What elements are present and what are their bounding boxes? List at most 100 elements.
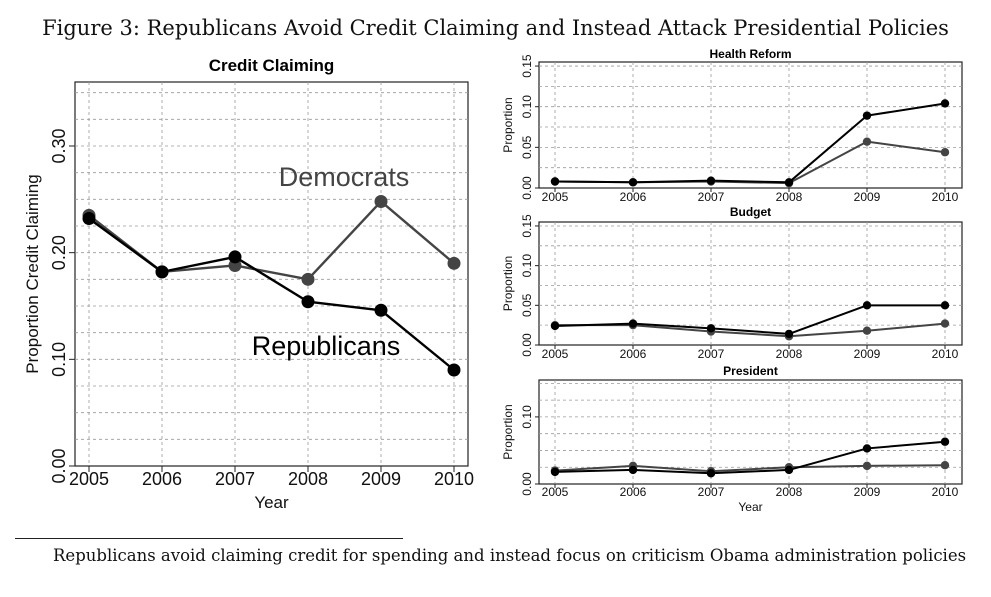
president-series-2-point bbox=[862, 444, 872, 453]
health-reform-xtick-label: 2007 bbox=[698, 190, 725, 204]
credit-claiming-republicans-point bbox=[155, 265, 169, 279]
health-reform-series-2-point bbox=[784, 178, 794, 187]
health-reform-series-2-point bbox=[940, 99, 950, 108]
credit-claiming-ytick-label: 0.10 bbox=[49, 342, 69, 377]
president-xtick-label: 2006 bbox=[620, 485, 647, 499]
president-series-2-point bbox=[550, 467, 560, 477]
president-series-2-point bbox=[784, 465, 794, 475]
president-series-1-point bbox=[940, 461, 950, 470]
budget-series-1-point bbox=[862, 326, 872, 335]
president-xtick-label: 2008 bbox=[776, 485, 803, 499]
health-reform-ytick-label: 0.10 bbox=[520, 95, 534, 119]
credit-claiming-title: Credit Claiming bbox=[209, 56, 335, 75]
credit-claiming-xtick-label: 2005 bbox=[69, 469, 109, 489]
credit-claiming-xtick-label: 2006 bbox=[142, 469, 182, 489]
credit-claiming-xlabel: Year bbox=[254, 493, 289, 512]
footnote-rule bbox=[15, 538, 403, 539]
budget-series-2-point bbox=[862, 301, 872, 310]
credit-claiming-ytick-label: 0.30 bbox=[49, 128, 69, 163]
president-ytick-label: 0.00 bbox=[520, 472, 534, 496]
budget-series-2-point bbox=[628, 319, 638, 328]
health-reform-ytick-label: 0.00 bbox=[520, 176, 534, 200]
health-reform-panel: 0.00 0.05 0.10 0.15 2005 2006 2007 2008 2009 2010… bbox=[501, 47, 963, 204]
credit-claiming-democrats-point bbox=[374, 194, 388, 208]
president-series-2-line bbox=[554, 440, 946, 475]
figure-title: Figure 3: Republicans Avoid Credit Claim… bbox=[42, 16, 949, 40]
health-reform-series-1-point bbox=[940, 148, 950, 157]
budget-series-1-line bbox=[555, 322, 946, 338]
credit-claiming-xtick-label: 2008 bbox=[288, 469, 328, 489]
health-reform-series-2-point bbox=[706, 176, 716, 185]
credit-claiming-series-label: Democrats bbox=[279, 162, 410, 192]
health-reform-ytick-label: 0.05 bbox=[520, 135, 534, 159]
credit-claiming-republicans-point bbox=[301, 295, 315, 309]
credit-claiming-republicans-point bbox=[82, 212, 96, 226]
budget-ylabel: Proportion bbox=[501, 256, 515, 311]
credit-claiming-republicans-line bbox=[88, 217, 455, 371]
president-xtick-label: 2005 bbox=[542, 485, 569, 499]
credit-claiming-republicans-point bbox=[228, 250, 242, 264]
budget-plot-frame bbox=[538, 221, 963, 346]
health-reform-xtick-label: 2009 bbox=[854, 190, 881, 204]
president-xtick-label: 2007 bbox=[698, 485, 725, 499]
president-xtick-label: 2009 bbox=[854, 485, 881, 499]
budget-ytick-label: 0.00 bbox=[520, 333, 534, 357]
health-reform-ytick-label: 0.15 bbox=[520, 54, 534, 78]
credit-claiming-xtick-label: 2009 bbox=[361, 469, 401, 489]
budget-ytick-label: 0.10 bbox=[520, 254, 534, 278]
health-reform-title: Health Reform bbox=[709, 47, 791, 61]
budget-title: Budget bbox=[730, 205, 771, 219]
health-reform-ylabel: Proportion bbox=[501, 97, 515, 152]
president-ytick-label: 0.10 bbox=[520, 405, 534, 429]
budget-ytick-label: 0.15 bbox=[520, 214, 534, 238]
credit-claiming-series-label: Republicans bbox=[252, 331, 401, 361]
president-series-2-point bbox=[628, 465, 638, 475]
health-reform-series-2-point bbox=[628, 178, 638, 187]
credit-claiming-republicans-point bbox=[374, 303, 388, 317]
budget-series-2-point bbox=[550, 321, 560, 331]
budget-series-2-point bbox=[706, 324, 716, 333]
president-title: President bbox=[723, 364, 778, 378]
credit-claiming-democrats-point bbox=[301, 272, 315, 286]
health-reform-series-2-point bbox=[550, 177, 560, 186]
budget-ytick-label: 0.05 bbox=[520, 293, 534, 317]
president-series-1-point bbox=[862, 461, 872, 471]
credit-claiming-democrats-point bbox=[447, 256, 461, 270]
budget-xtick-label: 2010 bbox=[932, 347, 959, 361]
health-reform-plot-frame bbox=[538, 61, 963, 189]
health-reform-series-2-line bbox=[554, 102, 946, 184]
president-panel: 0.00 0.10 2005 2006 2007 2008 2009 2010 Presiden… bbox=[501, 364, 963, 514]
health-reform-xtick-label: 2010 bbox=[932, 190, 959, 204]
credit-claiming-ytick-label: 0.20 bbox=[49, 235, 69, 270]
president-series-2-point bbox=[706, 469, 716, 478]
credit-claiming-xtick-label: 2007 bbox=[215, 469, 255, 489]
president-series-2-point bbox=[940, 437, 950, 446]
budget-series-2-point bbox=[784, 329, 794, 339]
president-xtick-label: 2010 bbox=[932, 485, 959, 499]
health-reform-xtick-label: 2006 bbox=[620, 190, 647, 204]
budget-xtick-label: 2007 bbox=[698, 347, 725, 361]
budget-xtick-label: 2005 bbox=[542, 347, 569, 361]
president-xlabel: Year bbox=[738, 500, 762, 514]
credit-claiming-panel: 0.00 0.10 0.20 0.30 2005 2006 2007 2008 2009 2010… bbox=[23, 56, 474, 512]
credit-claiming-ylabel: Proportion Credit Claiming bbox=[23, 174, 42, 373]
budget-series-1-point bbox=[940, 319, 950, 328]
health-reform-xtick-label: 2008 bbox=[776, 190, 803, 204]
budget-xtick-label: 2009 bbox=[854, 347, 881, 361]
budget-series-2-line bbox=[554, 304, 945, 335]
president-series-1-line bbox=[554, 464, 946, 473]
health-reform-series-1-point bbox=[862, 137, 872, 146]
budget-series-2-point bbox=[940, 301, 950, 310]
budget-xtick-label: 2006 bbox=[620, 347, 647, 361]
credit-claiming-ytick-label: 0.00 bbox=[49, 448, 69, 483]
credit-claiming-xtick-label: 2010 bbox=[434, 469, 474, 489]
health-reform-xtick-label: 2005 bbox=[542, 190, 569, 204]
president-ylabel: Proportion bbox=[501, 404, 515, 459]
credit-claiming-plot-frame bbox=[74, 81, 469, 467]
budget-xtick-label: 2008 bbox=[776, 347, 803, 361]
credit-claiming-republicans-point bbox=[447, 363, 461, 377]
health-reform-series-2-point bbox=[862, 111, 872, 120]
figure-caption: Republicans avoid claiming credit for sp… bbox=[53, 546, 967, 565]
budget-panel: 0.00 0.05 0.10 0.15 2005 2006 2007 2008 2009 2010… bbox=[501, 205, 963, 361]
